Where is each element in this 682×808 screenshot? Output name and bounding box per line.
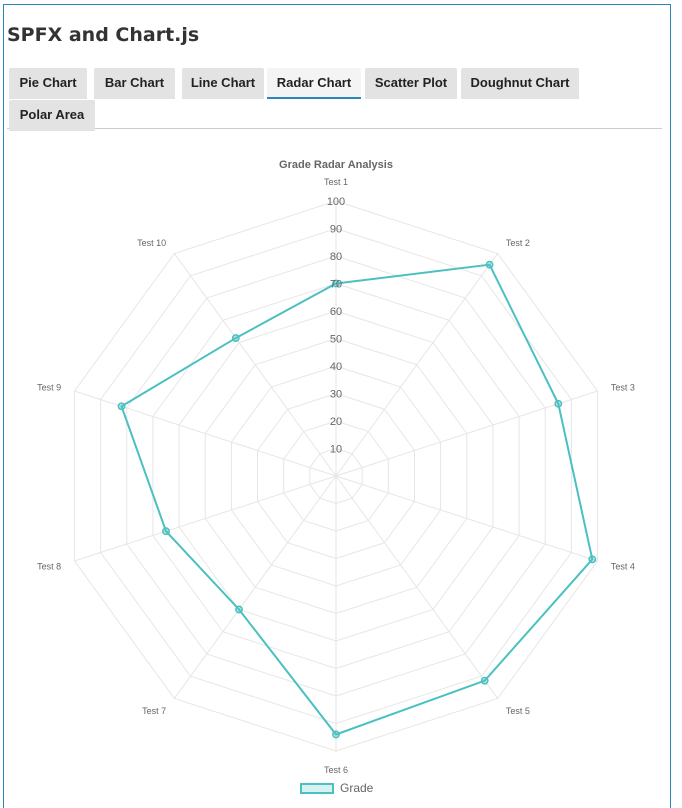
data-point[interactable] — [117, 402, 126, 411]
axis-label: Test 1 — [324, 177, 348, 187]
tick-label: 50 — [330, 334, 342, 346]
tab-polar-area[interactable]: Polar Area — [9, 100, 95, 131]
data-point[interactable] — [554, 399, 563, 408]
grid-spoke — [335, 475, 499, 699]
tick-label: 60 — [330, 306, 342, 318]
axis-label: Test 10 — [137, 238, 166, 248]
grid-spoke — [335, 475, 598, 562]
chart-legend[interactable]: Grade — [300, 780, 373, 796]
tick-label: 90 — [330, 224, 342, 236]
axis-label: Test 9 — [37, 383, 61, 393]
chart-title: Grade Radar Analysis — [279, 159, 393, 171]
tab-pie-chart[interactable]: Pie Chart — [9, 68, 87, 99]
grid-spoke — [173, 253, 337, 477]
tick-label: 40 — [330, 361, 342, 373]
radar-ticks: 10 20 30 40 50 60 70 80 90 100 — [327, 196, 345, 456]
axis-label: Test 4 — [611, 561, 635, 571]
grid-spoke — [74, 475, 337, 562]
legend-label-grade: Grade — [340, 781, 374, 795]
tick-label: 20 — [330, 416, 342, 428]
tab-bar-chart[interactable]: Bar Chart — [94, 68, 175, 99]
data-point[interactable] — [235, 605, 243, 614]
tick-label: 70 — [330, 279, 342, 291]
axis-label: Test 6 — [324, 765, 348, 775]
legend-swatch-grade — [300, 782, 334, 794]
tab-radar-chart[interactable]: Radar Chart — [267, 68, 361, 99]
tab-line-chart[interactable]: Line Chart — [182, 68, 264, 99]
series-line-grade — [120, 263, 594, 736]
data-point[interactable] — [480, 676, 489, 685]
radar-series — [117, 260, 597, 739]
axis-label: Test 5 — [506, 706, 530, 716]
chart-tabs: Pie Chart Bar Chart Line Chart Radar Cha… — [7, 64, 662, 131]
axis-label: Test 8 — [37, 561, 61, 571]
radar-axis-labels: Test 1 Test 2 Test 3 Test 4 Test 5 Test 6 Test… — [37, 177, 635, 775]
grid-spoke — [335, 390, 598, 477]
page-title: SPFX and Chart.js — [7, 24, 200, 46]
data-point[interactable] — [332, 730, 340, 739]
data-point[interactable] — [162, 527, 170, 536]
radar-grid — [73, 200, 599, 752]
data-point[interactable] — [485, 260, 494, 269]
tab-scatter-plot[interactable]: Scatter Plot — [365, 68, 457, 99]
data-point[interactable] — [231, 334, 240, 343]
axis-label: Test 3 — [611, 383, 635, 393]
axis-label: Test 7 — [142, 706, 166, 716]
tick-label: 100 — [327, 196, 345, 208]
data-point[interactable] — [332, 279, 340, 288]
data-point[interactable] — [588, 555, 597, 564]
grid-spoke — [335, 253, 499, 477]
tick-label: 10 — [330, 444, 342, 456]
tick-label: 30 — [330, 389, 342, 401]
grid-spoke — [173, 475, 337, 699]
tab-doughnut-chart[interactable]: Doughnut Chart — [461, 68, 579, 99]
tick-label: 80 — [330, 251, 342, 263]
axis-label: Test 2 — [506, 238, 530, 248]
